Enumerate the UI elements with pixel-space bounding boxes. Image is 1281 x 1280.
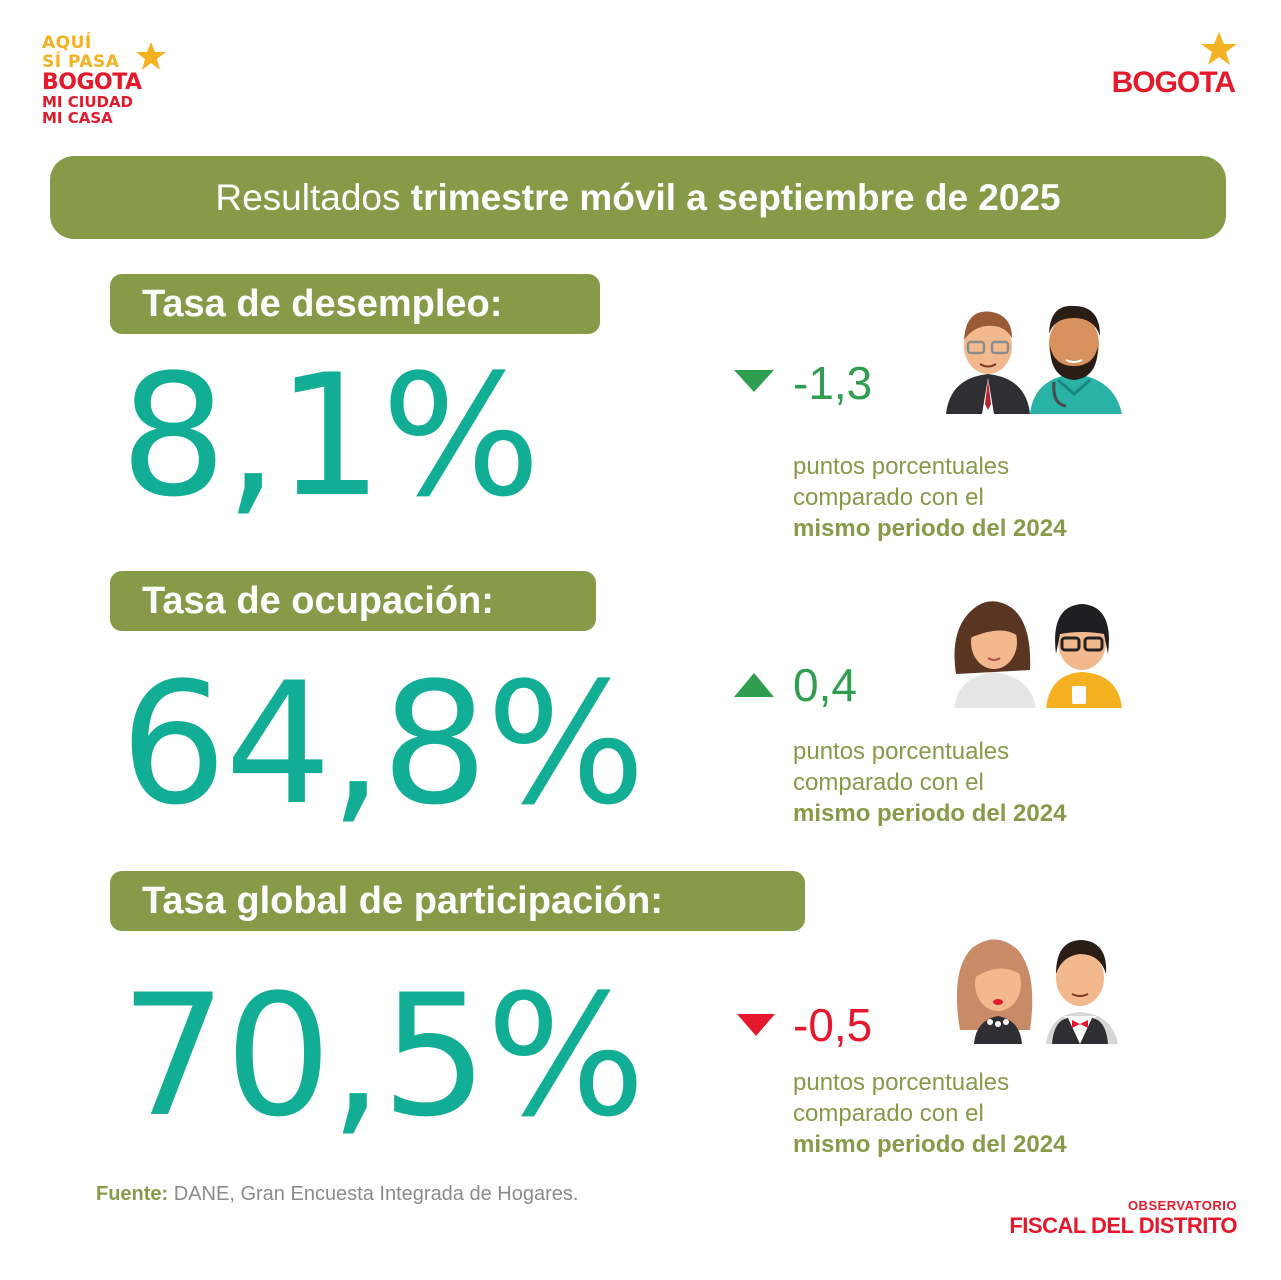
observatorio-line-2: FISCAL DEL DISTRITO <box>1009 1213 1237 1238</box>
participation-label: Tasa global de participación: <box>110 871 805 931</box>
source-note: Fuente: DANE, Gran Encuesta Integrada de… <box>96 1183 578 1206</box>
source-text: DANE, Gran Encuesta Integrada de Hogares… <box>168 1183 579 1205</box>
logo-line-5: MI CASA <box>42 109 113 127</box>
down-arrow-icon <box>737 1014 775 1036</box>
observatorio-line-1: OBSERVATORIO <box>1127 1198 1237 1213</box>
unemployment-description: puntos porcentuales comparado con el mis… <box>793 451 1066 544</box>
employment-value: 64,8% <box>120 646 646 842</box>
description-line-3: mismo periodo del 2024 <box>793 800 1067 827</box>
woman-and-man-with-bowtie-icon <box>956 939 1118 1044</box>
observatorio-logo: OBSERVATORIO FISCAL DEL DISTRITO <box>1009 1198 1237 1239</box>
logo-line-1: AQUÍ <box>42 33 92 53</box>
description-line-2: comparado con el <box>793 1100 984 1127</box>
man-with-glasses-and-bearded-doctor-icon <box>946 305 1122 414</box>
description-line-3: mismo periodo del 2024 <box>793 1131 1067 1158</box>
description-line-2: comparado con el <box>793 484 984 511</box>
unemployment-label: Tasa de desempleo: <box>110 274 600 334</box>
unemployment-change: -1,3 <box>793 357 873 409</box>
unemployment-value: 8,1% <box>120 338 541 534</box>
employment-label: Tasa de ocupación: <box>110 571 596 631</box>
down-arrow-icon <box>734 370 774 392</box>
description-line-1: puntos porcentuales <box>793 453 1010 480</box>
logo-line-4: MI CIUDAD <box>42 93 134 111</box>
two-women-workers-icon <box>954 601 1122 708</box>
up-arrow-icon <box>734 673 774 697</box>
description-line-1: puntos porcentuales <box>793 1069 1010 1096</box>
source-prefix: Fuente: <box>96 1183 169 1205</box>
participation-value: 70,5% <box>120 958 646 1154</box>
participation-change: -0,5 <box>793 999 873 1051</box>
star-icon <box>1201 32 1237 65</box>
participation-description: puntos porcentuales comparado con el mis… <box>793 1067 1066 1160</box>
banner-bold-text: trimestre móvil a septiembre de 2025 <box>410 177 1061 218</box>
logo-line-3: BOGOTA <box>42 70 142 95</box>
aqui-si-pasa-bogota-logo: AQUÍ SÍ PASA BOGOTA MI CIUDAD MI CASA <box>42 34 182 144</box>
description-line-2: comparado con el <box>793 769 984 796</box>
banner-light-text: Resultados <box>215 177 411 218</box>
employment-change: 0,4 <box>793 659 857 711</box>
logo-line-2: SÍ PASA <box>42 52 120 72</box>
description-line-1: puntos porcentuales <box>793 738 1010 765</box>
description-line-3: mismo periodo del 2024 <box>793 515 1067 542</box>
bogota-wordmark: BOGOTA <box>1111 66 1236 99</box>
stars-icon <box>136 42 166 70</box>
bogota-logo: BOGOTA <box>1093 30 1243 110</box>
header-banner: Resultados trimestre móvil a septiembre … <box>50 156 1226 239</box>
employment-description: puntos porcentuales comparado con el mis… <box>793 736 1066 829</box>
